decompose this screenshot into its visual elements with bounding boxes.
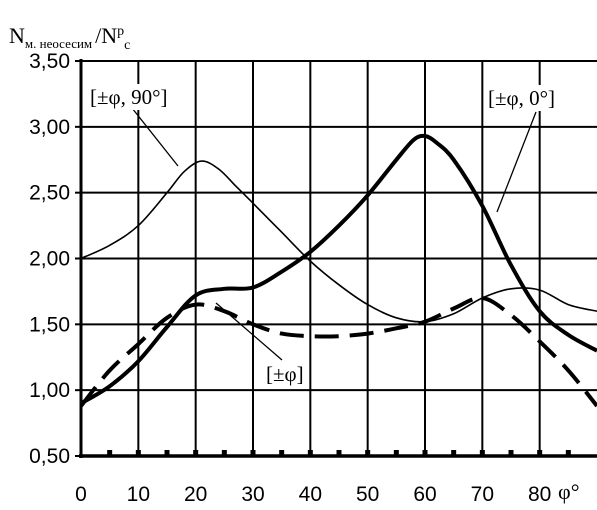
series-label-phi-90-background [87,84,171,110]
series-label-phi-0: [±φ, 0°] [488,86,555,110]
leader-line-phi [215,302,283,361]
series-line-phi [79,295,597,408]
x-tick-label: 40 [299,483,322,506]
y-tick-label: 0,50 [29,445,70,468]
y-tick-label: 3,00 [29,116,70,139]
y-tick-label: 3,50 [29,50,70,73]
y-tick-label: 1,50 [29,313,70,336]
y-axis-label-slash: /N [95,23,117,48]
y-axis-label: Nм. неосесим/Npc [9,23,130,53]
x-tick-label: 10 [127,483,150,506]
grid [75,59,597,458]
series-label-phi-group: [±φ] [263,361,307,387]
series-label-phi-0-group: [±φ, 0°] [485,85,559,111]
x-axis-label: φ° [558,479,580,504]
x-tick-label: 80 [528,483,551,506]
y-tick-label: 2,50 [29,182,70,205]
y-tick-label: 2,00 [29,248,70,271]
series-label-phi: [±φ] [266,362,304,386]
series-label-phi-90-group: [±φ, 90°] [87,84,171,110]
series-label-phi-0-background [485,85,559,111]
x-tick-label: 0 [75,483,87,506]
y-axis-label-sub2: c [124,38,130,53]
series-label-phi-background [263,361,307,387]
x-tick-label: 70 [471,483,494,506]
series-label-phi-90: [±φ, 90°] [90,85,168,109]
x-tick-label: 30 [241,483,264,506]
x-tick-label: 50 [356,483,379,506]
series-line-phi-90 [80,160,597,323]
y-axis-label-main: N [9,23,25,48]
y-axis-label-sup: p [117,24,124,39]
y-axis-label-sub: м. неосесим [25,36,92,51]
leader-line-phi-0 [496,111,537,213]
leader-line-phi-90 [131,107,179,167]
x-tick-label: 60 [413,483,436,506]
y-tick-label: 1,00 [29,379,70,402]
x-tick-label: 20 [184,483,207,506]
series-line-phi-0 [79,133,597,406]
